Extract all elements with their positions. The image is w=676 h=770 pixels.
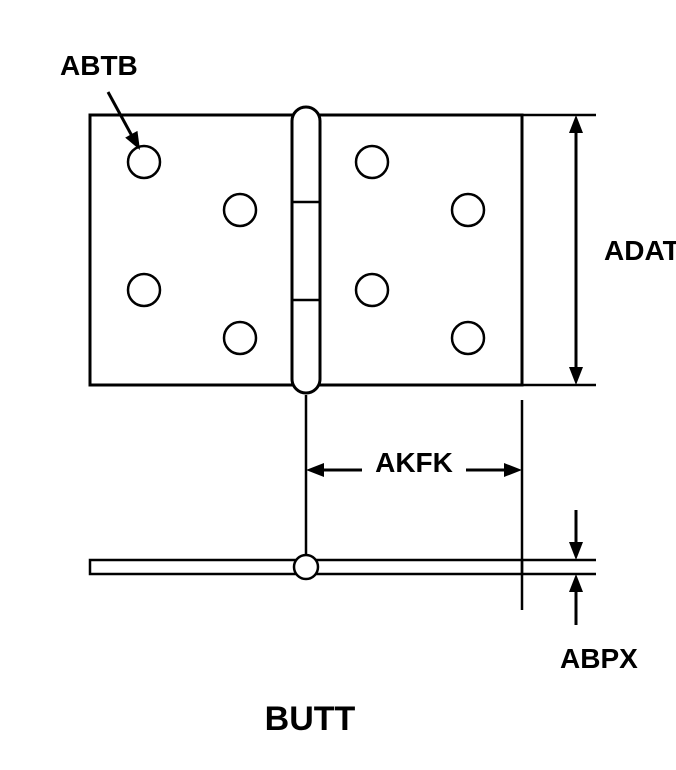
screw-hole [452,194,484,226]
hinge-pin-circle [294,555,318,579]
screw-hole [224,194,256,226]
hinge-knuckle [292,107,320,393]
label-akfk: AKFK [375,447,453,478]
screw-hole [224,322,256,354]
label-adat: ADAT [604,235,676,266]
screw-hole [356,146,388,178]
screw-hole [128,146,160,178]
screw-hole [356,274,388,306]
diagram-title: BUTT [265,700,356,738]
screw-hole [452,322,484,354]
screw-hole [128,274,160,306]
label-abpx: ABPX [560,643,638,674]
label-abtb: ABTB [60,50,138,81]
